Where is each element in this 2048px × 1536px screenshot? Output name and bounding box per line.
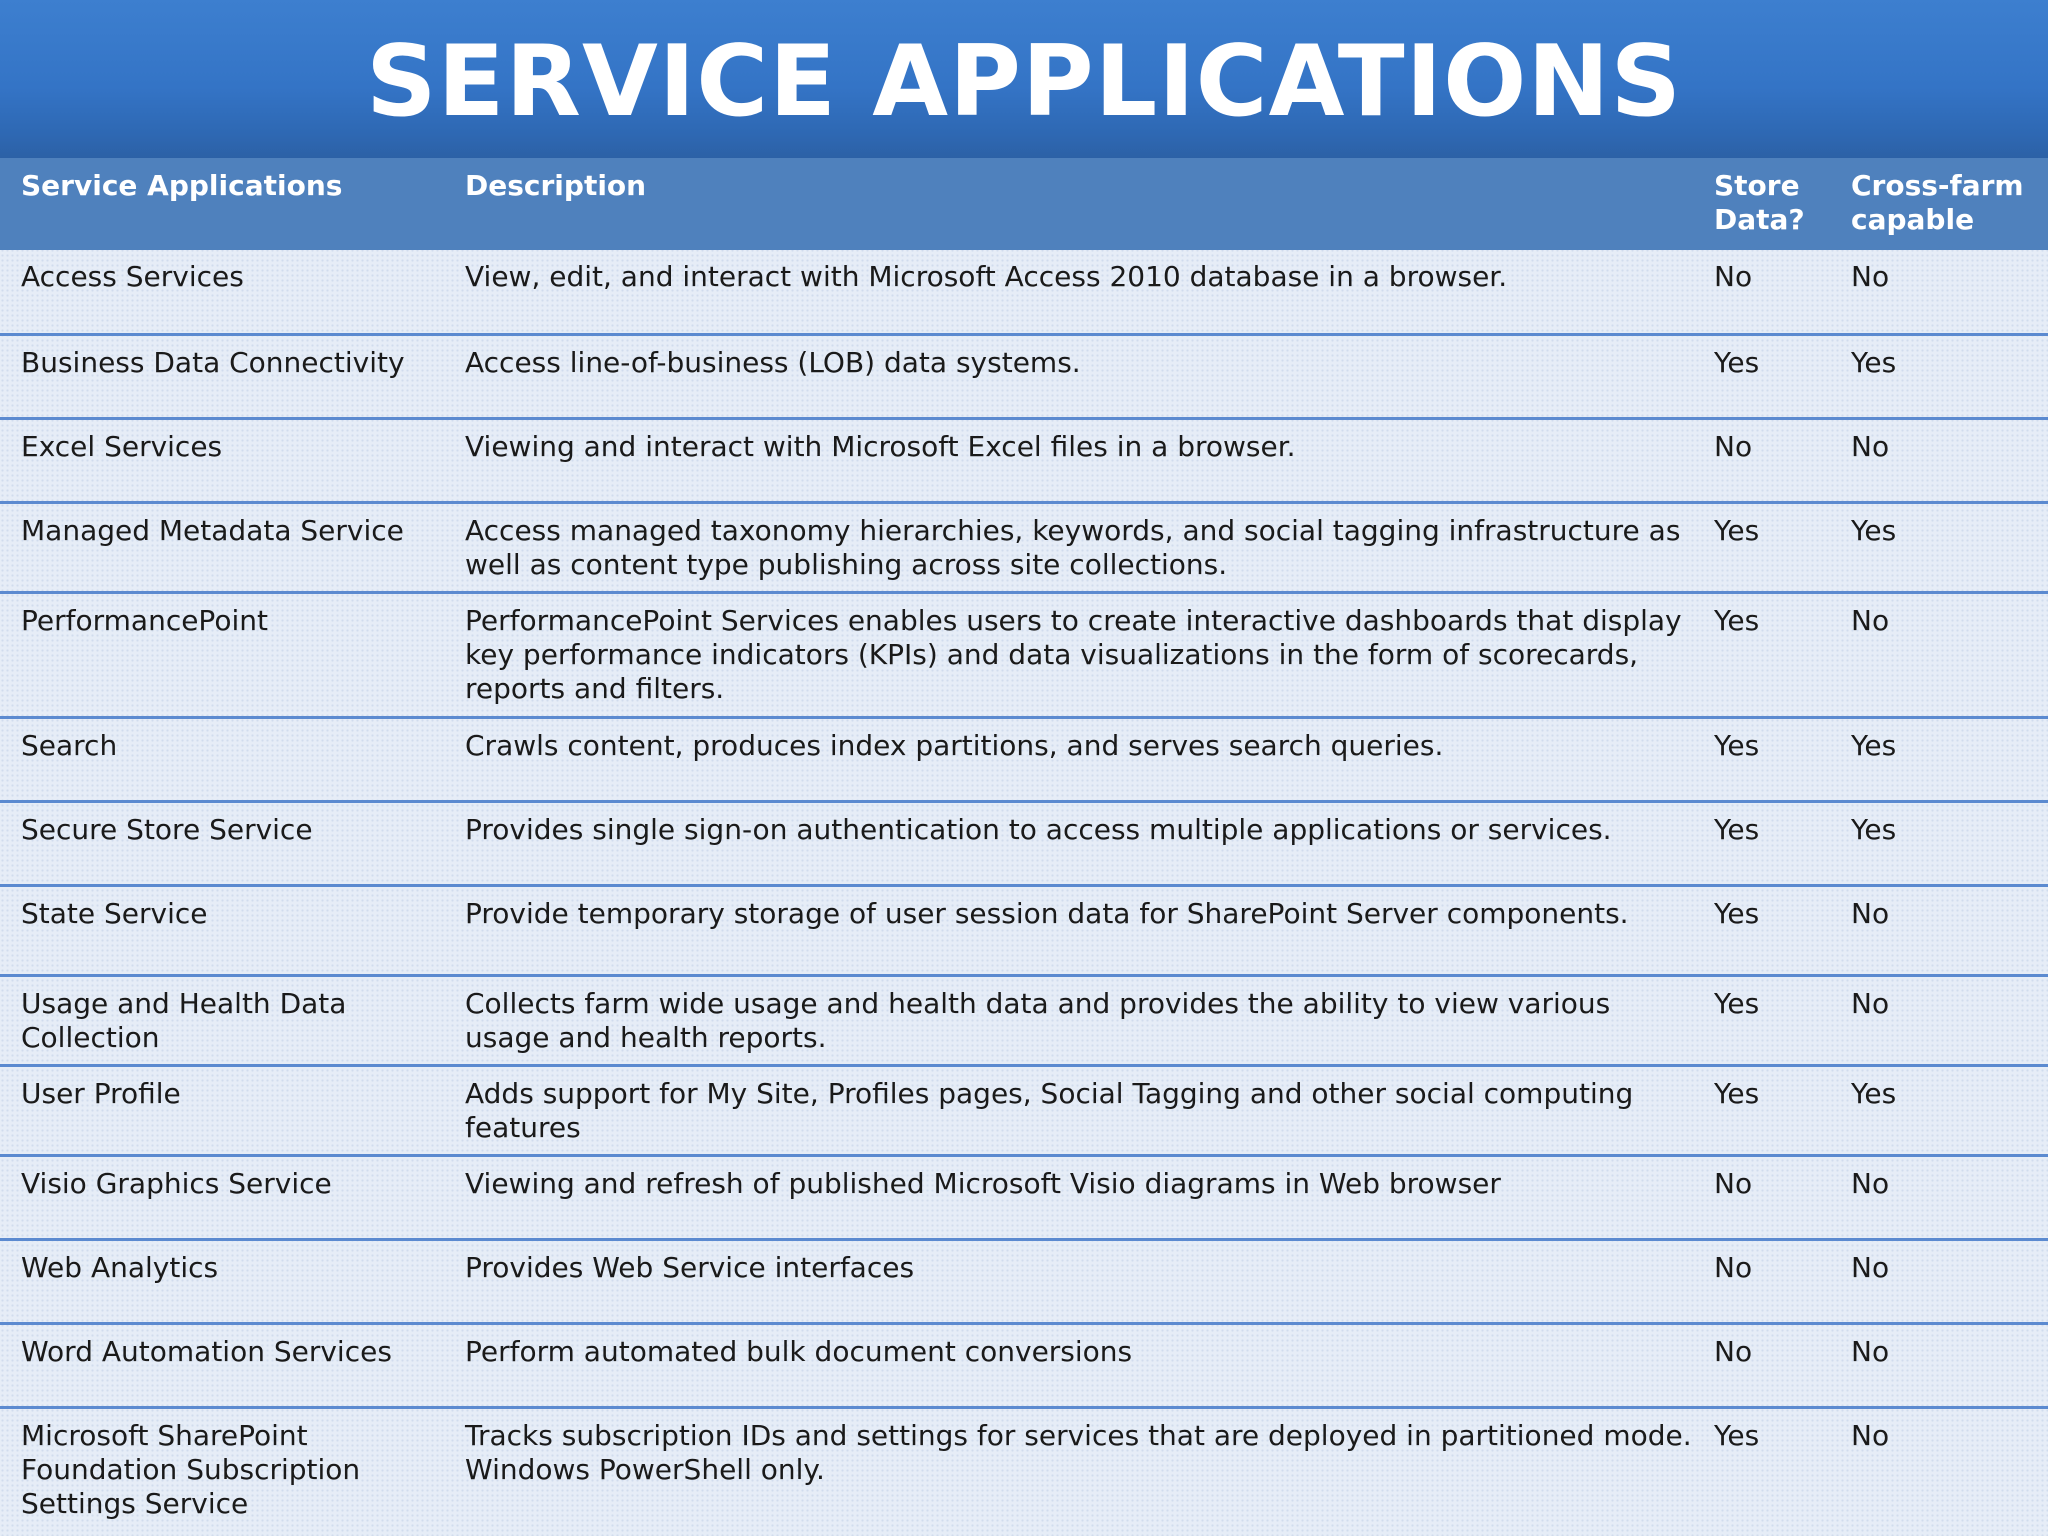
service-applications-table: Service Applications Description Store D…: [0, 158, 2048, 1532]
cell-service-name: Access Services: [21, 260, 244, 293]
cell-description: Tracks subscription IDs and settings for…: [444, 1405, 1693, 1532]
cell-service-name: Managed Metadata Service: [0, 500, 444, 592]
cell-description: Crawls content, produces index partition…: [444, 715, 1693, 801]
cell-store-data: No: [1714, 260, 1753, 293]
cell-cross-farm: No: [1830, 973, 2048, 1065]
table-row: Secure Store Service Provides single sig…: [0, 799, 2048, 885]
cell-cross-farm: Yes: [1830, 500, 2048, 592]
table-row: Access Services View, edit, and interact…: [0, 250, 2048, 334]
cell-store-data: No: [1693, 1237, 1830, 1323]
cell-store-data: Yes: [1693, 799, 1830, 885]
cell-description: Provides single sign-on authentication t…: [444, 799, 1693, 885]
cell-description: Provide temporary storage of user sessio…: [444, 883, 1693, 975]
cell-cross-farm: Yes: [1830, 1063, 2048, 1155]
table-row: Excel Services Viewing and interact with…: [0, 416, 2048, 502]
cell-cross-farm: No: [1830, 883, 2048, 975]
cell-description: Collects farm wide usage and health data…: [444, 973, 1693, 1065]
table-row: Usage and Health Data Collection Collect…: [0, 973, 2048, 1065]
cell-cross-farm: No: [1830, 1153, 2048, 1239]
header-cross-farm: Cross-farm capable: [1851, 169, 2024, 236]
table-row: Visio Graphics Service Viewing and refre…: [0, 1153, 2048, 1239]
cell-description: Access line-of-business (LOB) data syste…: [444, 332, 1693, 418]
cell-cross-farm: No: [1830, 590, 2048, 717]
cell-service-name: Visio Graphics Service: [0, 1153, 444, 1239]
cell-service-name: Microsoft SharePoint Foundation Subscrip…: [0, 1405, 444, 1532]
cell-cross-farm: No: [1830, 1321, 2048, 1407]
cell-cross-farm: No: [1851, 260, 1890, 293]
cell-store-data: Yes: [1693, 1405, 1830, 1532]
cell-store-data: Yes: [1693, 883, 1830, 975]
table-row: Web Analytics Provides Web Service inter…: [0, 1237, 2048, 1323]
cell-service-name: Search: [0, 715, 444, 801]
cell-service-name: State Service: [0, 883, 444, 975]
title-bar: SERVICE APPLICATIONS: [0, 0, 2048, 158]
cell-cross-farm: Yes: [1830, 715, 2048, 801]
cell-description: Perform automated bulk document conversi…: [444, 1321, 1693, 1407]
cell-cross-farm: No: [1830, 1237, 2048, 1323]
cell-service-name: Web Analytics: [0, 1237, 444, 1323]
cell-store-data: Yes: [1693, 973, 1830, 1065]
cell-service-name: User Profile: [0, 1063, 444, 1155]
table-row: Search Crawls content, produces index pa…: [0, 715, 2048, 801]
cell-store-data: Yes: [1693, 715, 1830, 801]
table-row: Microsoft SharePoint Foundation Subscrip…: [0, 1405, 2048, 1532]
cell-description: Access managed taxonomy hierarchies, key…: [444, 500, 1693, 592]
cell-description: PerformancePoint Services enables users …: [444, 590, 1693, 717]
cell-description: Adds support for My Site, Profiles pages…: [444, 1063, 1693, 1155]
cell-cross-farm: No: [1830, 416, 2048, 502]
table-row: User Profile Adds support for My Site, P…: [0, 1063, 2048, 1155]
cell-service-name: Word Automation Services: [0, 1321, 444, 1407]
cell-cross-farm: No: [1830, 1405, 2048, 1532]
cell-store-data: Yes: [1693, 500, 1830, 592]
page-title: SERVICE APPLICATIONS: [365, 25, 1683, 139]
cell-service-name: PerformancePoint: [0, 590, 444, 717]
cell-store-data: Yes: [1693, 332, 1830, 418]
cell-service-name: Business Data Connectivity: [0, 332, 444, 418]
cell-store-data: Yes: [1693, 1063, 1830, 1155]
service-applications-table-container: Service Applications Description Store D…: [0, 158, 2048, 1536]
table-header-row: Service Applications Description Store D…: [0, 158, 2048, 250]
table-row: PerformancePoint PerformancePoint Servic…: [0, 590, 2048, 717]
cell-description: Viewing and refresh of published Microso…: [444, 1153, 1693, 1239]
table-row: Word Automation Services Perform automat…: [0, 1321, 2048, 1407]
cell-description: Provides Web Service interfaces: [444, 1237, 1693, 1323]
cell-store-data: No: [1693, 416, 1830, 502]
cell-store-data: No: [1693, 1153, 1830, 1239]
header-description: Description: [465, 169, 647, 202]
table-row: Managed Metadata Service Access managed …: [0, 500, 2048, 592]
header-service-applications: Service Applications: [21, 169, 343, 202]
header-store-data: Store Data?: [1714, 169, 1805, 236]
cell-store-data: No: [1693, 1321, 1830, 1407]
cell-service-name: Excel Services: [0, 416, 444, 502]
cell-description: Viewing and interact with Microsoft Exce…: [444, 416, 1693, 502]
cell-cross-farm: Yes: [1830, 332, 2048, 418]
cell-service-name: Usage and Health Data Collection: [0, 973, 444, 1065]
cell-cross-farm: Yes: [1830, 799, 2048, 885]
table-row: State Service Provide temporary storage …: [0, 883, 2048, 975]
cell-service-name: Secure Store Service: [0, 799, 444, 885]
cell-store-data: Yes: [1693, 590, 1830, 717]
table-row: Business Data Connectivity Access line-o…: [0, 332, 2048, 418]
cell-description: View, edit, and interact with Microsoft …: [465, 260, 1508, 293]
